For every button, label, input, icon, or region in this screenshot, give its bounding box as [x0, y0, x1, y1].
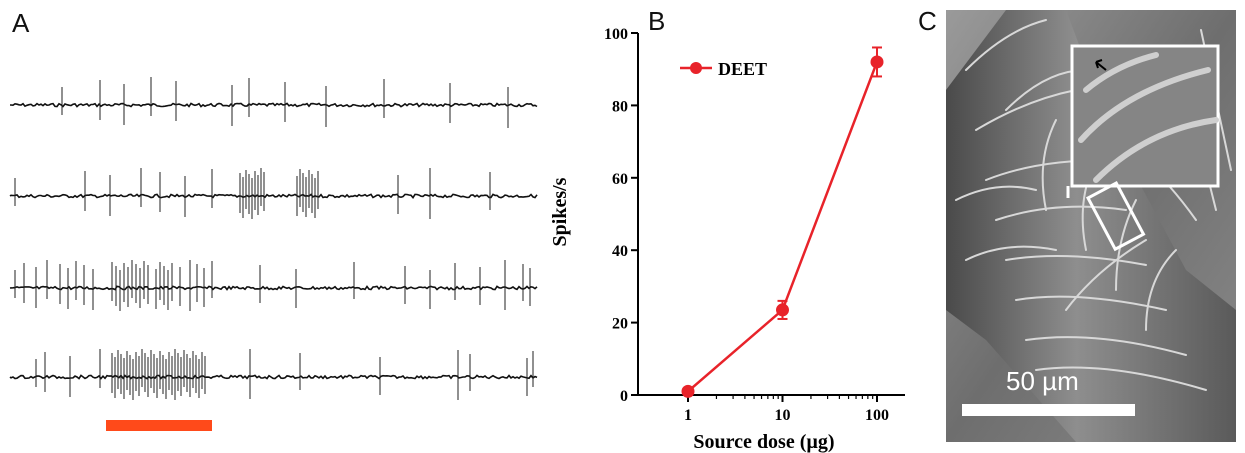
- y-ticks: 0 20 40 60 80 100: [604, 26, 638, 405]
- series-line: [687, 61, 879, 393]
- legend-label: DEET: [718, 59, 767, 79]
- legend-marker: [690, 62, 702, 74]
- x-tick-label: 1: [684, 407, 692, 424]
- panel-c-label: C: [918, 6, 937, 36]
- data-point: [681, 384, 695, 398]
- y-tick-label: 0: [620, 388, 628, 405]
- trace-baseline: [9, 374, 538, 380]
- x-axis-label: Source dose (µg): [693, 431, 834, 453]
- data-point: [870, 55, 884, 69]
- trace-1: [10, 77, 538, 128]
- y-axis-label: Spikes/s: [549, 177, 571, 246]
- selection-box: [1066, 180, 1146, 252]
- arrow-icon: [1095, 59, 1107, 71]
- inset-box: [1070, 44, 1220, 188]
- sem-micrograph: [946, 10, 1236, 442]
- stimulus-bar: [106, 420, 212, 431]
- series-deet: [681, 46, 884, 398]
- data-point: [776, 303, 789, 317]
- x-tick-label: 10: [775, 407, 791, 424]
- trace-3: [9, 260, 538, 311]
- trace-2: [9, 168, 538, 219]
- y-tick-label: 40: [612, 243, 628, 260]
- y-tick-label: 60: [612, 171, 628, 188]
- trace-baseline: [9, 285, 538, 291]
- x-ticks: 1 10 100: [684, 395, 889, 424]
- scale-label: 50 µm: [1006, 366, 1079, 396]
- y-tick-label: 20: [612, 316, 628, 333]
- x-tick-label: 100: [865, 407, 889, 424]
- trace-baseline: [9, 193, 538, 199]
- panel-b-label: B: [648, 6, 666, 36]
- panel-a-label: A: [12, 8, 30, 38]
- y-tick-label: 100: [604, 26, 628, 43]
- y-tick-label: 80: [612, 98, 628, 115]
- legend: DEET: [680, 59, 767, 79]
- trace-baseline: [10, 102, 538, 108]
- scale-bar: [962, 404, 1135, 416]
- spike-traces: [9, 77, 538, 431]
- trace-4: [9, 349, 538, 400]
